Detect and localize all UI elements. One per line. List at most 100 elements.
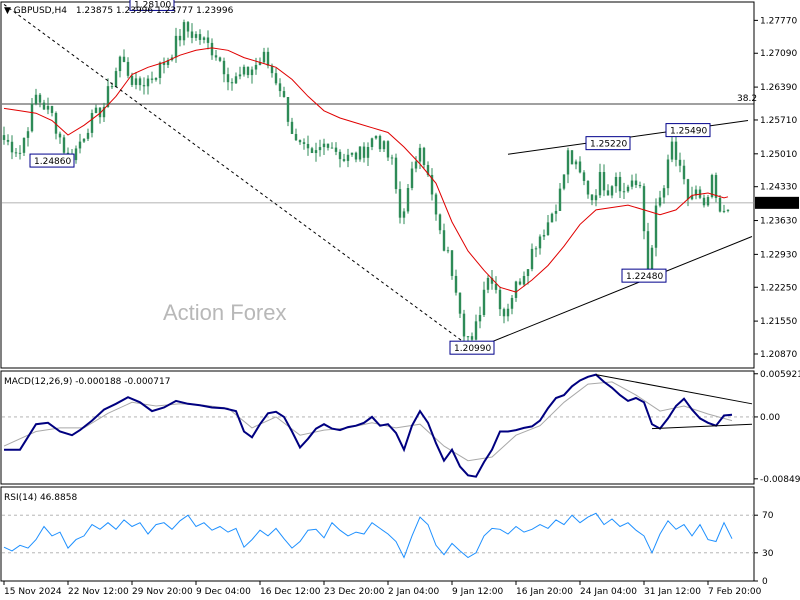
watermark-text: Action Forex xyxy=(163,300,287,325)
price-tick-label: 1.27090 xyxy=(760,49,797,59)
candle-body xyxy=(390,157,394,159)
candle-body xyxy=(610,186,614,196)
candle-body xyxy=(322,143,326,148)
current-price-tag-label: 1.23996 xyxy=(759,199,796,209)
candle-body xyxy=(326,143,330,148)
time-tick-label: 23 Dec 20:00 xyxy=(324,587,385,597)
candle-body xyxy=(258,62,262,65)
price-tick-label: 1.25710 xyxy=(760,116,797,126)
candle-body xyxy=(230,82,234,84)
candle-body xyxy=(602,172,606,191)
candle-body xyxy=(238,74,242,77)
candle-body xyxy=(226,74,230,83)
candle-body xyxy=(530,248,534,270)
candle-body xyxy=(254,64,258,70)
candle-body xyxy=(670,141,674,160)
candle-body xyxy=(674,141,678,160)
candle-body xyxy=(202,37,206,40)
price-tick-label: 1.21550 xyxy=(760,317,797,327)
candle-body xyxy=(410,168,414,189)
candle-body xyxy=(26,131,30,138)
candle-body xyxy=(434,194,438,215)
macd-tick-label: -0.00849 xyxy=(760,475,800,485)
candle-body xyxy=(562,174,566,189)
candle-body xyxy=(358,146,362,160)
candle-body xyxy=(2,135,6,140)
macd-main-line xyxy=(4,373,733,478)
candle-body xyxy=(522,276,526,285)
candle-body xyxy=(498,289,502,310)
price-annotation: 1.22480 xyxy=(621,268,667,283)
symbol-triangle-icon: ▼ xyxy=(4,6,11,16)
price-annotation: 1.24860 xyxy=(29,153,75,168)
price-annotation-box xyxy=(621,268,667,283)
candle-body xyxy=(706,197,710,206)
candle-body xyxy=(650,247,654,272)
candle-body xyxy=(370,138,374,148)
candle-body xyxy=(186,22,190,32)
candle-body xyxy=(690,195,694,200)
candle-body xyxy=(110,86,114,88)
candle-body xyxy=(214,55,218,58)
candle-body xyxy=(122,56,126,62)
time-tick-label: 7 Feb 20:00 xyxy=(708,587,762,597)
candle-body xyxy=(582,172,586,181)
candle-body xyxy=(146,78,150,87)
candle-body xyxy=(570,150,574,165)
candle-body xyxy=(554,210,558,214)
candle-body xyxy=(290,121,294,135)
price-axis: 1.27770 1.27090 1.26390 1.25710 1.25010 1.243… xyxy=(754,16,799,360)
candle-body xyxy=(278,83,282,92)
candle-body xyxy=(102,106,106,118)
time-tick-label: 16 Dec 12:00 xyxy=(260,587,321,597)
candle-body xyxy=(206,37,210,43)
time-tick-label: 24 Jan 04:00 xyxy=(580,587,637,597)
candle-body xyxy=(654,205,658,248)
candle-body xyxy=(510,297,514,309)
candle-body xyxy=(526,269,530,277)
price-panel: Action Forex 38.2 1.281001.248601.252201… xyxy=(0,0,799,369)
candle-body xyxy=(94,107,98,114)
rsi-title: RSI(14) 46.8858 xyxy=(4,493,77,503)
candle-body xyxy=(470,336,474,340)
candle-body xyxy=(38,94,42,103)
candle-body xyxy=(266,51,270,66)
candle-body xyxy=(314,150,318,154)
trendline-dashed-descending xyxy=(3,4,473,349)
candle-body xyxy=(22,137,26,153)
price-tick-label: 1.27770 xyxy=(760,16,797,26)
candle-body xyxy=(506,308,510,317)
candle-body xyxy=(90,113,94,133)
price-panel-frame xyxy=(0,1,755,369)
candle-body xyxy=(62,137,66,153)
candle-body xyxy=(106,86,110,107)
candle-body xyxy=(274,73,278,84)
candle-body xyxy=(726,209,730,211)
candle-body xyxy=(578,161,582,173)
candle-body xyxy=(86,132,90,139)
candle-body xyxy=(678,159,682,166)
candle-body xyxy=(246,66,250,76)
candle-body xyxy=(242,66,246,75)
candle-body xyxy=(98,107,102,118)
rsi-tick-label: 30 xyxy=(762,549,774,559)
macd-tick-label: 0.005921 xyxy=(760,370,800,380)
rsi-content xyxy=(2,512,754,559)
candle-body xyxy=(594,195,598,201)
current-price-tag-box xyxy=(755,196,799,209)
candle-body xyxy=(514,281,518,298)
candle-body xyxy=(638,185,642,187)
candle-body xyxy=(298,140,302,143)
price-tick-label: 1.23630 xyxy=(760,217,797,227)
candle-body xyxy=(126,61,130,76)
candle-body xyxy=(210,42,214,56)
candle-body xyxy=(626,186,630,192)
candle-body xyxy=(346,154,350,161)
candle-body xyxy=(702,197,706,206)
time-tick-label: 9 Dec 04:00 xyxy=(196,587,251,597)
ohlc-text: 1.23875 1.23996 1.23777 1.23996 xyxy=(76,6,234,16)
candle-body xyxy=(718,197,722,212)
candles xyxy=(2,19,730,346)
candle-body xyxy=(350,152,354,155)
candle-body xyxy=(310,148,314,154)
